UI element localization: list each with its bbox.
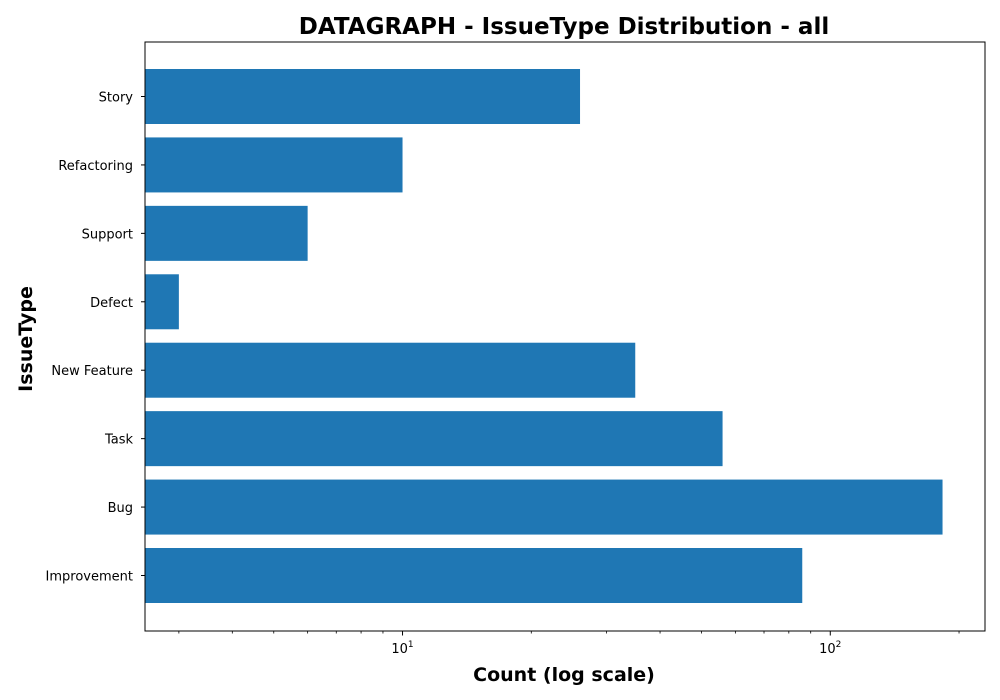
chart-title: DATAGRAPH - IssueType Distribution - all bbox=[299, 14, 829, 40]
y-tick-label-defect: Defect bbox=[90, 296, 133, 311]
bars-layer bbox=[145, 69, 943, 603]
x-axis-label: Count (log scale) bbox=[473, 664, 655, 686]
y-tick-label-bug: Bug bbox=[108, 501, 133, 516]
bar-new-feature bbox=[145, 342, 636, 398]
y-tick-label-task: Task bbox=[104, 433, 134, 448]
y-tick-label-new-feature: New Feature bbox=[51, 364, 133, 379]
x-tick-label-10: 101 bbox=[391, 640, 413, 657]
bar-improvement bbox=[145, 548, 803, 603]
y-tick-label-improvement: Improvement bbox=[46, 570, 133, 585]
y-axis-label: IssueType bbox=[15, 286, 37, 392]
y-tick-label-story: Story bbox=[99, 91, 134, 106]
bar-task bbox=[145, 411, 723, 467]
bar-bug bbox=[145, 479, 943, 535]
y-axis: Story Refactoring Support Defect New Feature… bbox=[46, 91, 145, 585]
x-tick-label-100: 102 bbox=[819, 640, 841, 657]
plot-frame bbox=[144, 41, 986, 632]
y-tick-label-support: Support bbox=[82, 227, 133, 242]
x-axis: 101 102 bbox=[178, 631, 960, 657]
bar-defect bbox=[145, 274, 179, 330]
y-tick-label-refactoring: Refactoring bbox=[58, 159, 133, 174]
bar-refactoring bbox=[145, 137, 403, 193]
bar-story bbox=[145, 69, 581, 124]
bar-support bbox=[145, 205, 308, 261]
